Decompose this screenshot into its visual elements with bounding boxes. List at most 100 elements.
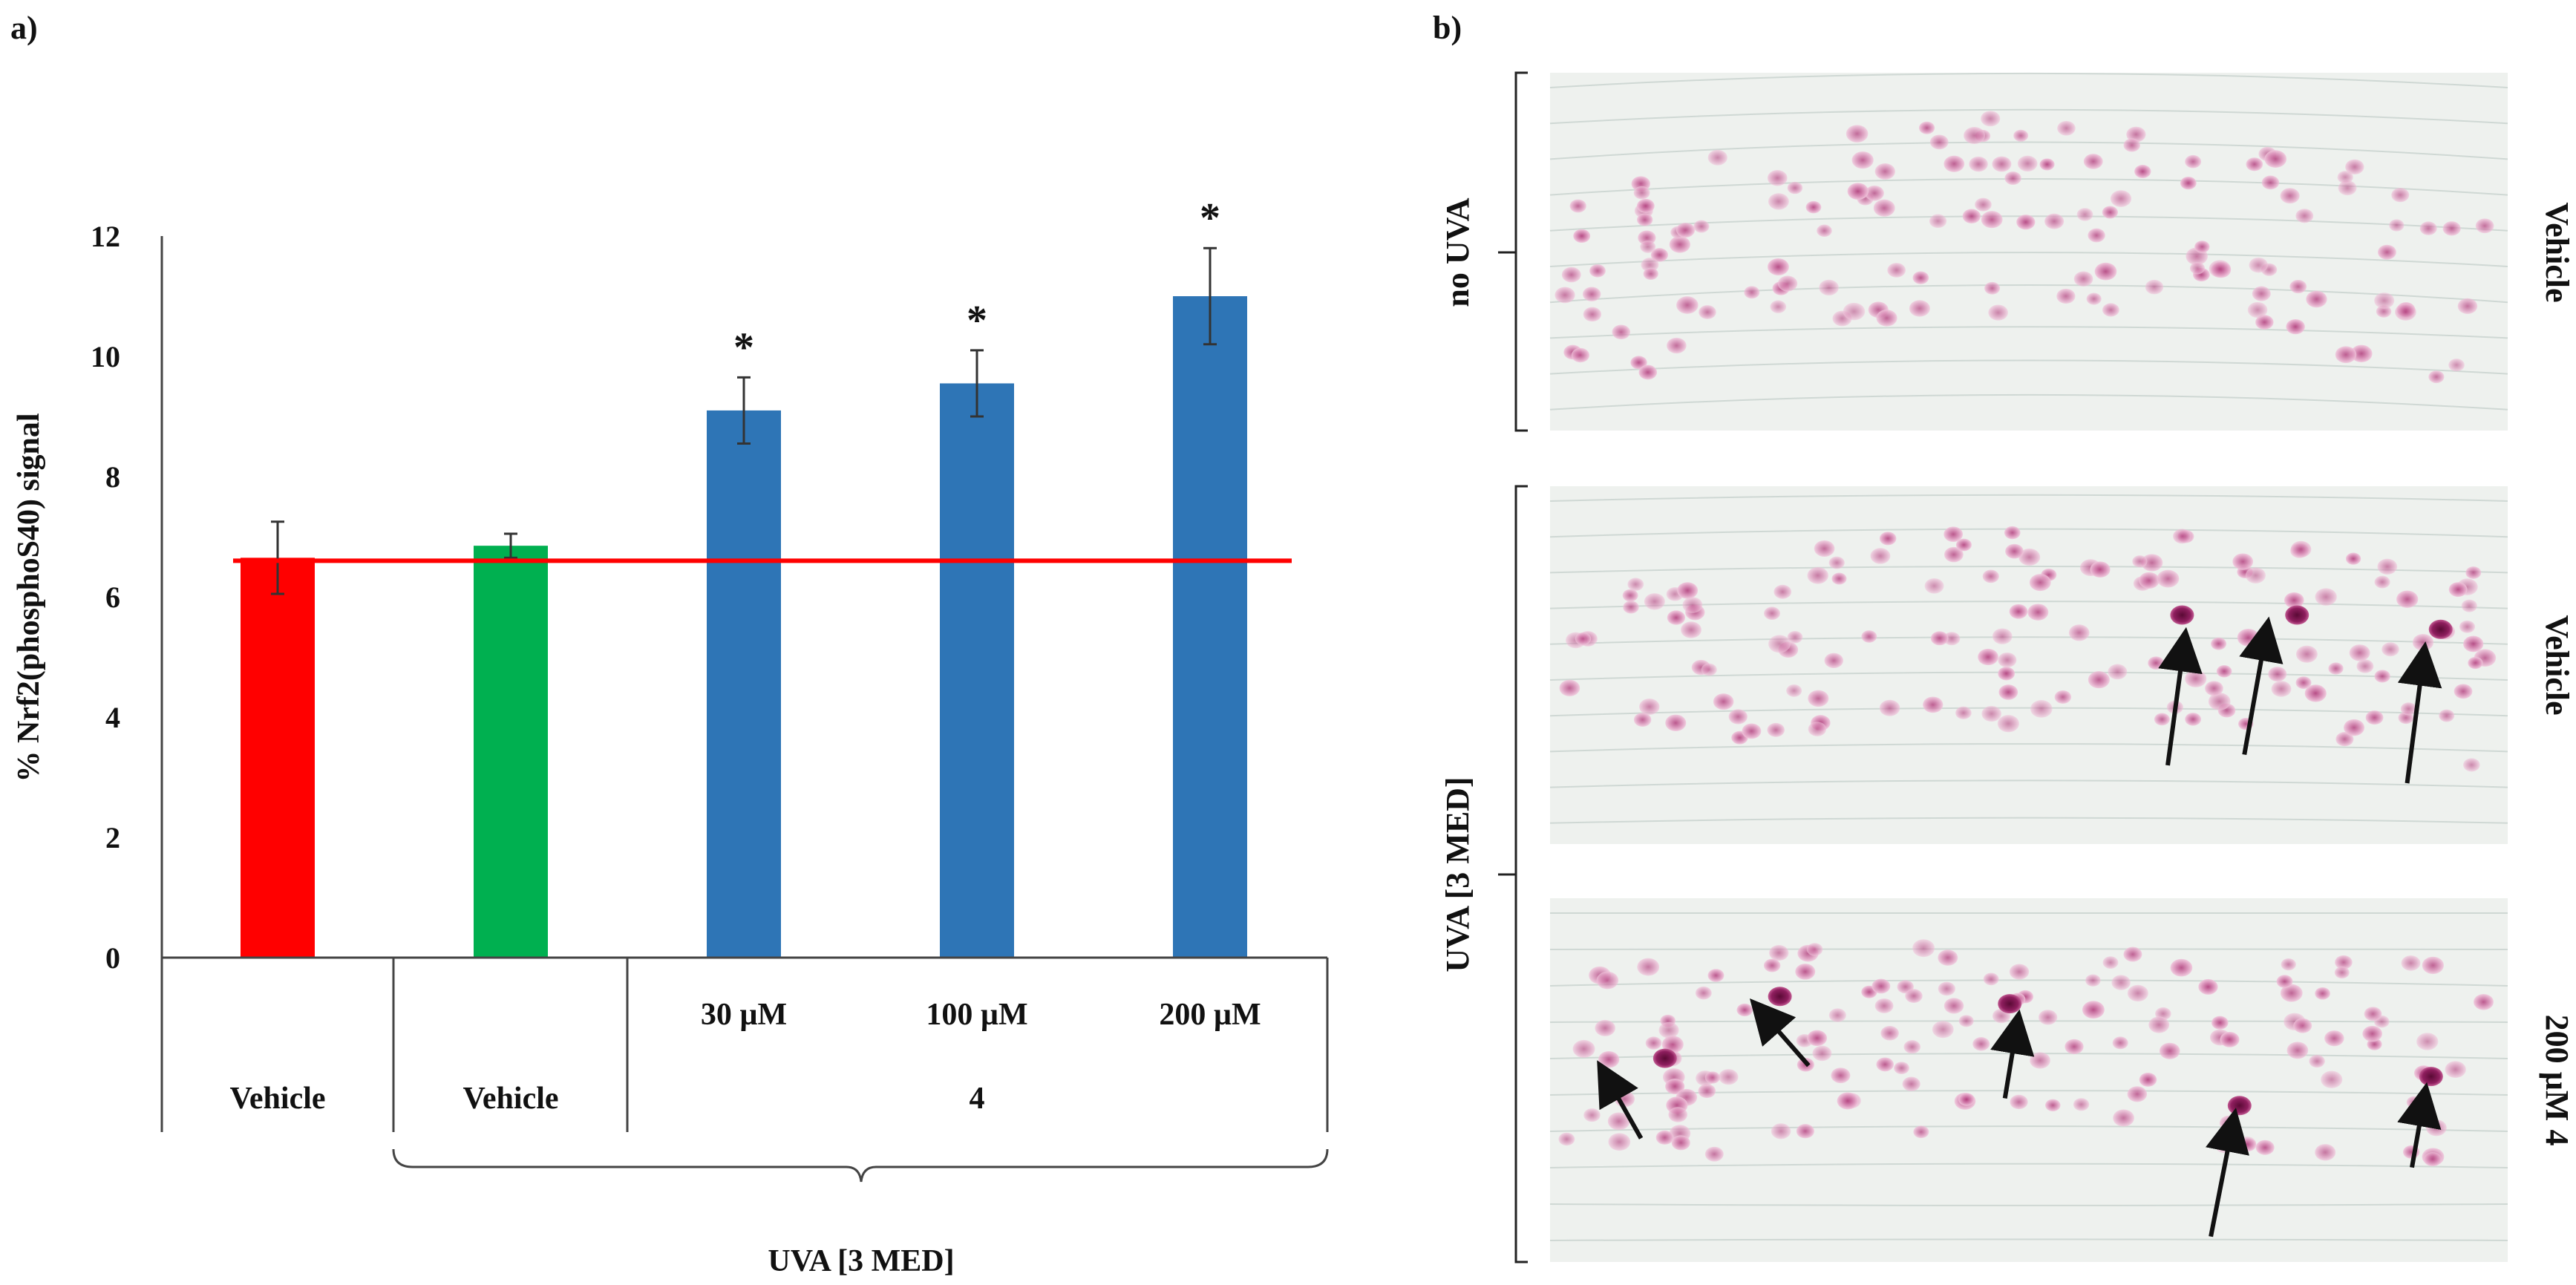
nucleus: [1808, 690, 1829, 707]
nucleus: [1698, 1084, 1716, 1099]
group-label-vehicle-1: Vehicle: [229, 1082, 325, 1116]
nucleus: [1929, 214, 1947, 229]
nucleus: [2102, 956, 2119, 969]
nucleus: [1903, 1040, 1921, 1054]
nucleus: [2154, 713, 2170, 726]
nucleus: [2194, 241, 2210, 253]
nucleus: [2345, 552, 2361, 565]
nucleus: [1676, 222, 1696, 238]
nucleus: [1744, 286, 1760, 299]
nucleus: [1981, 111, 2001, 127]
nucleus: [1874, 998, 1894, 1013]
arrow-marker: [1990, 1009, 2035, 1099]
nucleus: [1676, 296, 1699, 314]
nucleus: [1665, 714, 1687, 732]
nucleus: [2232, 553, 2254, 570]
nucleus: [1874, 163, 1895, 180]
category-labels: 30 µM 100 µM 200 µM: [701, 998, 1261, 1032]
nucleus: [2295, 209, 2314, 223]
arrow-marker: [2397, 641, 2442, 784]
nucleus: [2054, 690, 2072, 704]
nucleus: [2356, 659, 2374, 673]
nucleus: [2271, 681, 2292, 697]
nucleus: [2286, 1042, 2309, 1059]
nucleus: [1992, 628, 2013, 644]
nucleus: [2085, 974, 2101, 987]
nucleus: [1573, 229, 1591, 243]
nucleus: [1969, 156, 1988, 172]
nucleus: [1644, 593, 1665, 610]
nucleus: [1639, 699, 1660, 715]
nucleus: [2284, 592, 2304, 609]
nucleus: [2276, 975, 2293, 988]
nucleus: [1819, 279, 1839, 296]
nucleus: [1650, 248, 1668, 262]
nucleus: [2157, 569, 2180, 588]
dose-label: 100 µM: [926, 998, 1027, 1032]
nucleus: [2159, 1042, 2180, 1059]
nucleus: [1880, 1025, 1899, 1041]
nucleus: [2448, 582, 2468, 598]
arrow-marker: [1749, 998, 1811, 1067]
nucleus: [2448, 359, 2465, 372]
nucleus: [1728, 709, 1748, 725]
bar-chart: 0 2 4 6 8 10 12 % Nrf2(phosphoS40) signal * ** …: [12, 195, 1329, 1278]
nucleus: [1972, 1037, 1990, 1051]
nucleus: [2111, 975, 2131, 990]
nucleus: [2009, 964, 2030, 980]
nucleus: [2315, 588, 2337, 606]
nucleus: [2442, 221, 2461, 236]
nucleus: [2343, 719, 2365, 736]
nucleus: [2108, 664, 2128, 680]
nucleus: [1767, 170, 1788, 186]
nucleus: [2382, 642, 2399, 657]
nucleus: [2261, 175, 2280, 190]
nucleus: [1879, 699, 1900, 716]
stained-nucleus: [2285, 605, 2309, 625]
nucleus: [1924, 578, 1944, 594]
nucleus: [2335, 346, 2357, 364]
nucleus: [2425, 1119, 2447, 1137]
nucleus: [2013, 129, 2029, 142]
nucleus: [1879, 532, 1897, 546]
stained-nucleus: [2419, 1067, 2443, 1087]
nucleus: [1598, 1050, 1620, 1068]
nucleus: [2027, 604, 2049, 621]
nucleus: [2401, 955, 2421, 971]
nucleus: [2374, 575, 2390, 589]
nucleus: [1808, 722, 1827, 736]
nucleus: [2112, 1036, 2128, 1050]
nucleus: [1774, 584, 1792, 599]
nucleus: [2211, 637, 2227, 650]
nucleus: [1943, 632, 1961, 646]
nucleus: [2237, 629, 2260, 647]
nucleus: [2030, 1052, 2050, 1069]
nucleus: [1814, 540, 1835, 558]
nucleus: [2132, 555, 2148, 568]
nucleus: [2286, 318, 2305, 335]
nucleus: [2110, 190, 2132, 207]
nucleus: [2127, 984, 2148, 1002]
nucleus: [1909, 300, 1930, 317]
nucleus: [1871, 978, 1891, 994]
nucleus: [1636, 198, 1655, 213]
nucleus: [2173, 529, 2191, 544]
nucleus: [2088, 228, 2105, 243]
nucleus: [1668, 1107, 1688, 1122]
panel-label-b: b): [1433, 10, 1462, 46]
nucleus: [1583, 1108, 1601, 1122]
nucleus: [2039, 158, 2055, 171]
nucleus: [2396, 590, 2419, 608]
nucleus: [2362, 1025, 2382, 1042]
nucleus: [1929, 134, 1949, 150]
nucleus: [2391, 188, 2410, 203]
nucleus: [2139, 1072, 2157, 1087]
nucleus: [1768, 193, 1789, 210]
nucleus: [1595, 1019, 1615, 1036]
nucleus: [2463, 635, 2484, 653]
bracket-uva: [1498, 485, 1528, 1263]
nucleus: [1812, 1045, 1832, 1062]
nucleus: [2338, 180, 2357, 196]
dose-label: 30 µM: [701, 998, 787, 1032]
nucleus: [2170, 958, 2193, 977]
